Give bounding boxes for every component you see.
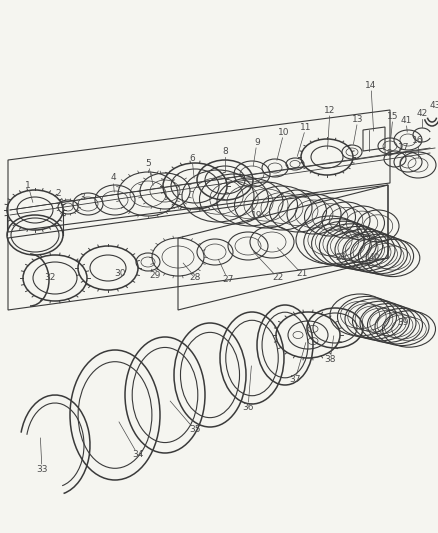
Text: 40: 40 <box>367 254 379 262</box>
Text: 5: 5 <box>145 158 151 167</box>
Text: 16: 16 <box>411 135 423 144</box>
Text: 8: 8 <box>222 147 227 156</box>
Text: 18: 18 <box>381 149 393 157</box>
Text: 4: 4 <box>110 174 116 182</box>
Text: 13: 13 <box>351 115 363 124</box>
Text: 39: 39 <box>396 319 408 327</box>
Text: 1: 1 <box>25 181 31 190</box>
Text: 43: 43 <box>428 101 438 109</box>
Text: 21: 21 <box>296 270 307 279</box>
Text: 38: 38 <box>324 356 335 365</box>
Text: 3: 3 <box>79 193 85 203</box>
Text: 28: 28 <box>189 272 200 281</box>
Text: 32: 32 <box>44 273 56 282</box>
Text: 11: 11 <box>300 123 311 132</box>
Text: 19: 19 <box>251 211 262 220</box>
Text: 36: 36 <box>242 403 253 413</box>
Text: 29: 29 <box>149 271 160 280</box>
Text: 22: 22 <box>272 273 283 282</box>
Text: 33: 33 <box>36 465 48 474</box>
Text: 15: 15 <box>386 111 398 120</box>
Text: 12: 12 <box>324 106 335 115</box>
Text: 41: 41 <box>399 116 411 125</box>
Text: 2: 2 <box>55 190 61 198</box>
Text: 30: 30 <box>114 270 125 279</box>
Text: 20: 20 <box>335 253 346 262</box>
Text: 6: 6 <box>189 154 194 163</box>
Text: 17: 17 <box>397 142 409 151</box>
Text: 10: 10 <box>278 127 289 136</box>
Text: 34: 34 <box>132 450 143 459</box>
Text: 35: 35 <box>189 425 200 434</box>
Text: 14: 14 <box>364 80 376 90</box>
Text: 42: 42 <box>415 109 427 117</box>
Text: 37: 37 <box>289 376 300 384</box>
Text: 9: 9 <box>254 138 259 147</box>
Text: 27: 27 <box>222 276 233 285</box>
